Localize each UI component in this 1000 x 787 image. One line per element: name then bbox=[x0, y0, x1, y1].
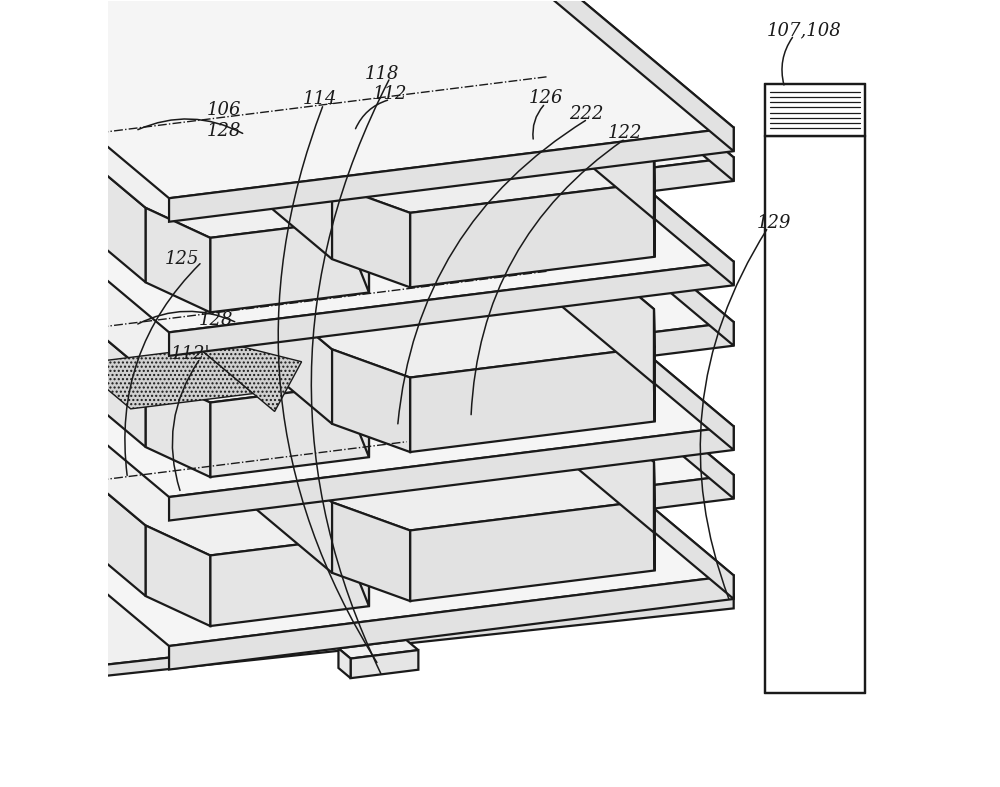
Polygon shape bbox=[436, 0, 514, 102]
Polygon shape bbox=[146, 208, 210, 312]
Polygon shape bbox=[210, 382, 369, 477]
Polygon shape bbox=[215, 382, 355, 570]
Polygon shape bbox=[150, 352, 215, 453]
Polygon shape bbox=[491, 223, 734, 450]
Polygon shape bbox=[150, 199, 215, 304]
Polygon shape bbox=[332, 502, 410, 601]
Text: 112': 112' bbox=[170, 345, 210, 363]
Polygon shape bbox=[169, 262, 734, 356]
Polygon shape bbox=[0, 54, 6, 165]
Polygon shape bbox=[191, 164, 436, 268]
Polygon shape bbox=[0, 219, 6, 330]
Polygon shape bbox=[0, 390, 734, 668]
Polygon shape bbox=[355, 346, 369, 457]
Polygon shape bbox=[765, 136, 865, 693]
Polygon shape bbox=[192, 385, 332, 573]
Text: 106: 106 bbox=[207, 101, 241, 119]
Text: 107,108: 107,108 bbox=[767, 21, 841, 39]
Polygon shape bbox=[192, 67, 332, 259]
Polygon shape bbox=[0, 352, 369, 556]
Polygon shape bbox=[6, 91, 146, 283]
Polygon shape bbox=[436, 316, 514, 416]
Text: 125: 125 bbox=[165, 249, 200, 268]
Polygon shape bbox=[215, 229, 355, 421]
Polygon shape bbox=[169, 575, 734, 670]
Text: 222: 222 bbox=[569, 105, 604, 123]
Polygon shape bbox=[169, 322, 734, 416]
Polygon shape bbox=[491, 272, 734, 499]
Polygon shape bbox=[191, 316, 655, 530]
Polygon shape bbox=[491, 58, 734, 285]
Polygon shape bbox=[338, 648, 351, 678]
Polygon shape bbox=[410, 183, 655, 287]
Polygon shape bbox=[410, 347, 655, 452]
Polygon shape bbox=[0, 199, 150, 294]
Text: 114: 114 bbox=[302, 91, 337, 109]
Text: 126: 126 bbox=[528, 89, 563, 107]
Polygon shape bbox=[169, 157, 734, 252]
Polygon shape bbox=[332, 349, 410, 452]
Polygon shape bbox=[210, 536, 369, 626]
Polygon shape bbox=[765, 83, 865, 136]
Polygon shape bbox=[215, 65, 355, 257]
Polygon shape bbox=[436, 164, 514, 266]
Polygon shape bbox=[0, 118, 734, 393]
Polygon shape bbox=[491, 371, 734, 599]
Polygon shape bbox=[514, 345, 654, 533]
Text: 122: 122 bbox=[608, 124, 643, 142]
Polygon shape bbox=[0, 371, 734, 646]
Polygon shape bbox=[0, 352, 150, 442]
Polygon shape bbox=[410, 500, 655, 601]
Polygon shape bbox=[355, 182, 369, 293]
Polygon shape bbox=[338, 640, 418, 659]
Polygon shape bbox=[191, 0, 655, 212]
Polygon shape bbox=[192, 232, 332, 424]
Polygon shape bbox=[419, 349, 544, 430]
Polygon shape bbox=[146, 372, 210, 477]
Polygon shape bbox=[355, 500, 369, 606]
Polygon shape bbox=[0, 199, 369, 402]
Polygon shape bbox=[332, 185, 410, 287]
Polygon shape bbox=[191, 316, 436, 418]
Polygon shape bbox=[0, 35, 150, 129]
Polygon shape bbox=[0, 0, 734, 198]
Polygon shape bbox=[169, 127, 734, 222]
Polygon shape bbox=[0, 272, 734, 545]
Polygon shape bbox=[191, 164, 655, 378]
Text: 128: 128 bbox=[207, 122, 241, 140]
Polygon shape bbox=[77, 349, 253, 409]
Polygon shape bbox=[6, 255, 146, 447]
Text: 112: 112 bbox=[373, 85, 407, 103]
Polygon shape bbox=[0, 35, 369, 238]
Polygon shape bbox=[169, 475, 734, 569]
Polygon shape bbox=[0, 223, 734, 497]
Polygon shape bbox=[0, 372, 6, 478]
Polygon shape bbox=[146, 526, 210, 626]
Polygon shape bbox=[77, 594, 734, 679]
Polygon shape bbox=[491, 0, 734, 181]
Polygon shape bbox=[6, 408, 146, 596]
Polygon shape bbox=[0, 0, 734, 228]
Text: 128: 128 bbox=[199, 311, 233, 329]
Polygon shape bbox=[491, 0, 734, 151]
Polygon shape bbox=[491, 118, 734, 345]
Polygon shape bbox=[514, 27, 654, 219]
Polygon shape bbox=[150, 35, 215, 139]
Polygon shape bbox=[191, 0, 436, 104]
Polygon shape bbox=[351, 650, 418, 678]
Text: 129: 129 bbox=[757, 213, 792, 231]
Polygon shape bbox=[169, 427, 734, 520]
Text: 118: 118 bbox=[365, 65, 400, 83]
Polygon shape bbox=[0, 58, 734, 332]
Polygon shape bbox=[514, 192, 654, 383]
Polygon shape bbox=[210, 218, 369, 312]
Polygon shape bbox=[178, 331, 302, 412]
Polygon shape bbox=[314, 368, 494, 428]
